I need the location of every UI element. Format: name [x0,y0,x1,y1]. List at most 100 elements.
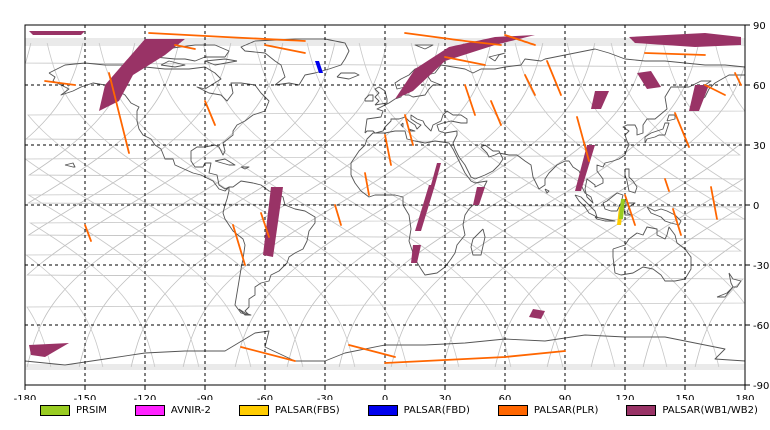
legend-label: PALSAR(WB1/WB2) [662,404,758,416]
coverage-map: -180 -150 -120 -90 -60 -30 0 30 60 90 120 150 180 90… [14,21,770,400]
x-tick-label: -90 [197,394,213,400]
orbit-track [234,42,544,368]
plr-track [404,32,502,46]
coverage-swath [315,61,323,73]
legend-swatch [626,404,657,416]
plr-track [84,224,92,242]
plr-track [260,212,270,238]
legend-item: AVNIR-2 [134,404,211,416]
coverage-swath [411,245,421,263]
plr-track [546,60,562,96]
plr-track [704,84,726,96]
orbit-track [390,42,700,368]
coastline [544,188,550,194]
legend-item: PALSAR(WB1/WB2) [626,404,758,416]
coastline [624,168,638,194]
x-tick-label: -150 [74,394,97,400]
coastline [240,38,350,86]
plr-track [524,74,536,96]
coastline [240,166,250,170]
coastline [364,94,374,102]
plr-track [348,344,396,358]
legend-label: PALSAR(PLR) [533,404,599,416]
x-tick-label: -180 [14,394,37,400]
x-tick-label: 0 [382,394,388,400]
y-tick-label: -60 [753,321,769,332]
coastline [728,272,742,288]
plr-track [734,72,742,86]
coverage-swath [415,185,435,231]
coverage-swath [529,309,545,319]
x-tick-label: 180 [735,394,754,400]
coverage-swath [637,71,661,89]
coastline [48,62,270,192]
coastline [222,180,316,316]
plr-track [710,186,718,220]
plr-track [576,116,590,162]
plr-track [490,100,502,126]
coverage-swath [473,187,485,205]
x-tick-label: 90 [559,394,572,400]
legend-swatch [367,404,398,416]
legend-item: PRSIM [40,404,107,416]
y-tick-label: 90 [753,21,766,32]
coverage-swath [263,187,283,257]
coverage-swath [629,33,741,47]
legend-item: PALSAR(FBD) [367,404,470,416]
coastline [646,206,682,226]
y-tick-label: 60 [753,81,766,92]
plr-track [364,172,370,196]
plr-track [384,350,566,364]
x-tick-label: 30 [439,394,452,400]
legend-label: PALSAR(FBS) [274,404,340,416]
coastline [350,130,488,276]
legend-swatch [238,404,269,416]
orbit-track [27,42,746,368]
plr-track [384,134,392,166]
coverage-swath [29,343,69,357]
coastline [644,122,670,144]
plr-track [204,100,216,126]
legend-label: PALSAR(FBD) [403,404,470,416]
orbit-track [26,42,745,368]
plr-track [664,178,670,192]
coastline [470,228,486,256]
coastline [64,162,76,168]
coverage-swath [689,85,709,111]
coastline [414,44,434,50]
legend-label: PRSIM [76,404,107,416]
orbit-track [150,42,460,368]
x-tick-label: -60 [257,394,273,400]
x-tick-label: 150 [675,394,694,400]
coverage-swath [395,35,535,99]
plr-track [624,194,636,226]
y-tick-label: -30 [753,261,769,272]
coverage-swath [431,163,441,185]
plr-track [148,32,306,42]
legend-swatch [40,404,70,416]
coastline [336,72,360,80]
coverage-swath [619,199,625,219]
coastline [400,122,404,128]
coastline [238,308,252,316]
legend-item: PALSAR(FBS) [238,404,340,416]
coverage-swath [99,39,185,111]
legend-label: AVNIR-2 [170,404,211,416]
coastline [160,60,186,68]
plr-track [444,56,486,66]
coastline [364,64,442,134]
x-tick-label: -120 [134,394,157,400]
plr-track [464,84,476,116]
plr-track [174,44,196,50]
plr-track [672,208,682,236]
plr-track [644,52,706,56]
coastline [716,286,734,298]
coastline [488,52,506,62]
plr-track [240,346,296,362]
plr-track [44,80,76,86]
plr-track [334,204,342,226]
coastline [594,216,616,222]
coastline [214,158,236,166]
plr-track [264,44,306,54]
y-tick-label: 0 [753,201,759,212]
